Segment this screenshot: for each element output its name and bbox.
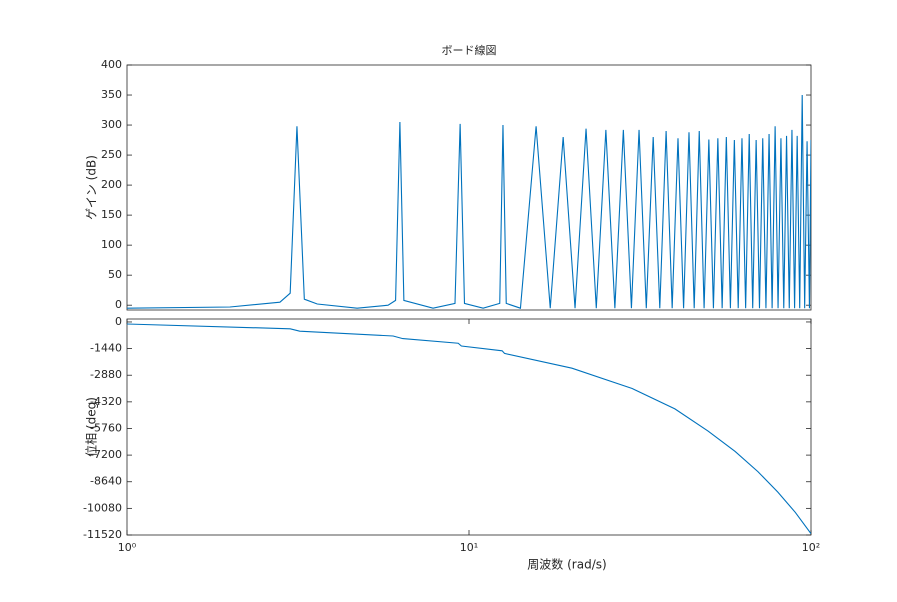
axes-box <box>126 64 812 311</box>
y-tick-label: 0 <box>115 315 122 328</box>
x-tick-label: 10² <box>802 541 820 554</box>
plot-area <box>127 95 811 309</box>
y-tick-label: -8640 <box>90 475 122 488</box>
y-tick-label: -7200 <box>90 448 122 461</box>
y-tick-label: -11520 <box>83 528 122 541</box>
data-line <box>127 95 811 309</box>
axes-box <box>126 318 812 536</box>
y-tick-label: 350 <box>101 88 122 101</box>
y-axis-label: 位相 (deg) <box>84 397 99 457</box>
y-tick-label: -1440 <box>90 342 122 355</box>
y-tick-label: 400 <box>101 58 122 71</box>
data-line <box>127 323 811 535</box>
y-tick-label: 100 <box>101 238 122 251</box>
x-tick-label: 10⁰ <box>118 541 137 554</box>
y-tick-label: 50 <box>108 268 122 281</box>
y-tick-label: -4320 <box>90 395 122 408</box>
y-tick-label: 150 <box>101 208 122 221</box>
chart-title: ボード線図 <box>442 43 497 57</box>
y-tick-label: -10080 <box>83 501 122 514</box>
x-axis-label: 周波数 (rad/s) <box>527 557 606 572</box>
y-tick-label: -2880 <box>90 368 122 381</box>
plot-area <box>127 323 811 535</box>
y-tick-label: 250 <box>101 148 122 161</box>
y-axis-label: ゲイン (dB) <box>85 155 99 220</box>
y-tick-label: 300 <box>101 118 122 131</box>
y-tick-label: 200 <box>101 178 122 191</box>
y-tick-label: 0 <box>115 298 122 311</box>
x-tick-label: 10¹ <box>460 541 478 554</box>
y-tick-label: -5760 <box>90 421 122 434</box>
